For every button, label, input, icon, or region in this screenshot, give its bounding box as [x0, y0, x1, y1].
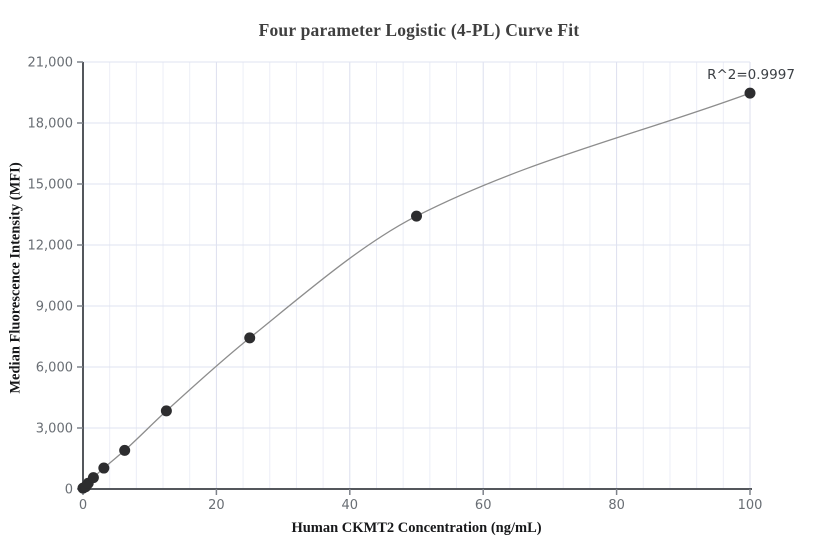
x-axis-title: Human CKMT2 Concentration (ng/mL) [291, 520, 542, 536]
fit-curve-layer [82, 92, 751, 489]
y-tick-label: 15,000 [28, 178, 74, 193]
data-point [411, 210, 422, 222]
x-tick-label: 80 [608, 498, 625, 513]
y-tick-label: 0 [65, 483, 73, 498]
y-tick-label: 6,000 [36, 361, 73, 376]
y-tick-label: 12,000 [28, 239, 74, 254]
data-point [744, 87, 756, 99]
y-tick-label: 9,000 [36, 300, 73, 315]
x-tick-label: 40 [342, 498, 359, 513]
x-tick-label: 100 [738, 498, 763, 513]
y-tick-label: 18,000 [28, 117, 74, 132]
axes-layer [82, 62, 752, 490]
data-point [87, 472, 99, 484]
chart-title: Four parameter Logistic (4-PL) Curve Fit [258, 20, 580, 40]
y-tick-label: 21,000 [28, 56, 74, 71]
x-tick-label: 60 [475, 498, 492, 513]
x-tick-label: 20 [208, 498, 225, 513]
ticks-layer: 0 20 40 60 80 100 0 3,000 6,000 9,000 12,000 15,000… [28, 56, 763, 514]
data-point [160, 405, 172, 417]
fit-curve-line [82, 92, 751, 489]
gridlines-layer [83, 61, 751, 489]
x-tick-label: 0 [79, 498, 87, 513]
y-tick-label: 3,000 [36, 422, 73, 437]
data-point [244, 332, 256, 344]
data-point [119, 444, 131, 456]
data-points-layer [77, 87, 756, 494]
data-point [98, 462, 110, 474]
r-squared-annotation: R^2=0.9997 [707, 67, 795, 83]
